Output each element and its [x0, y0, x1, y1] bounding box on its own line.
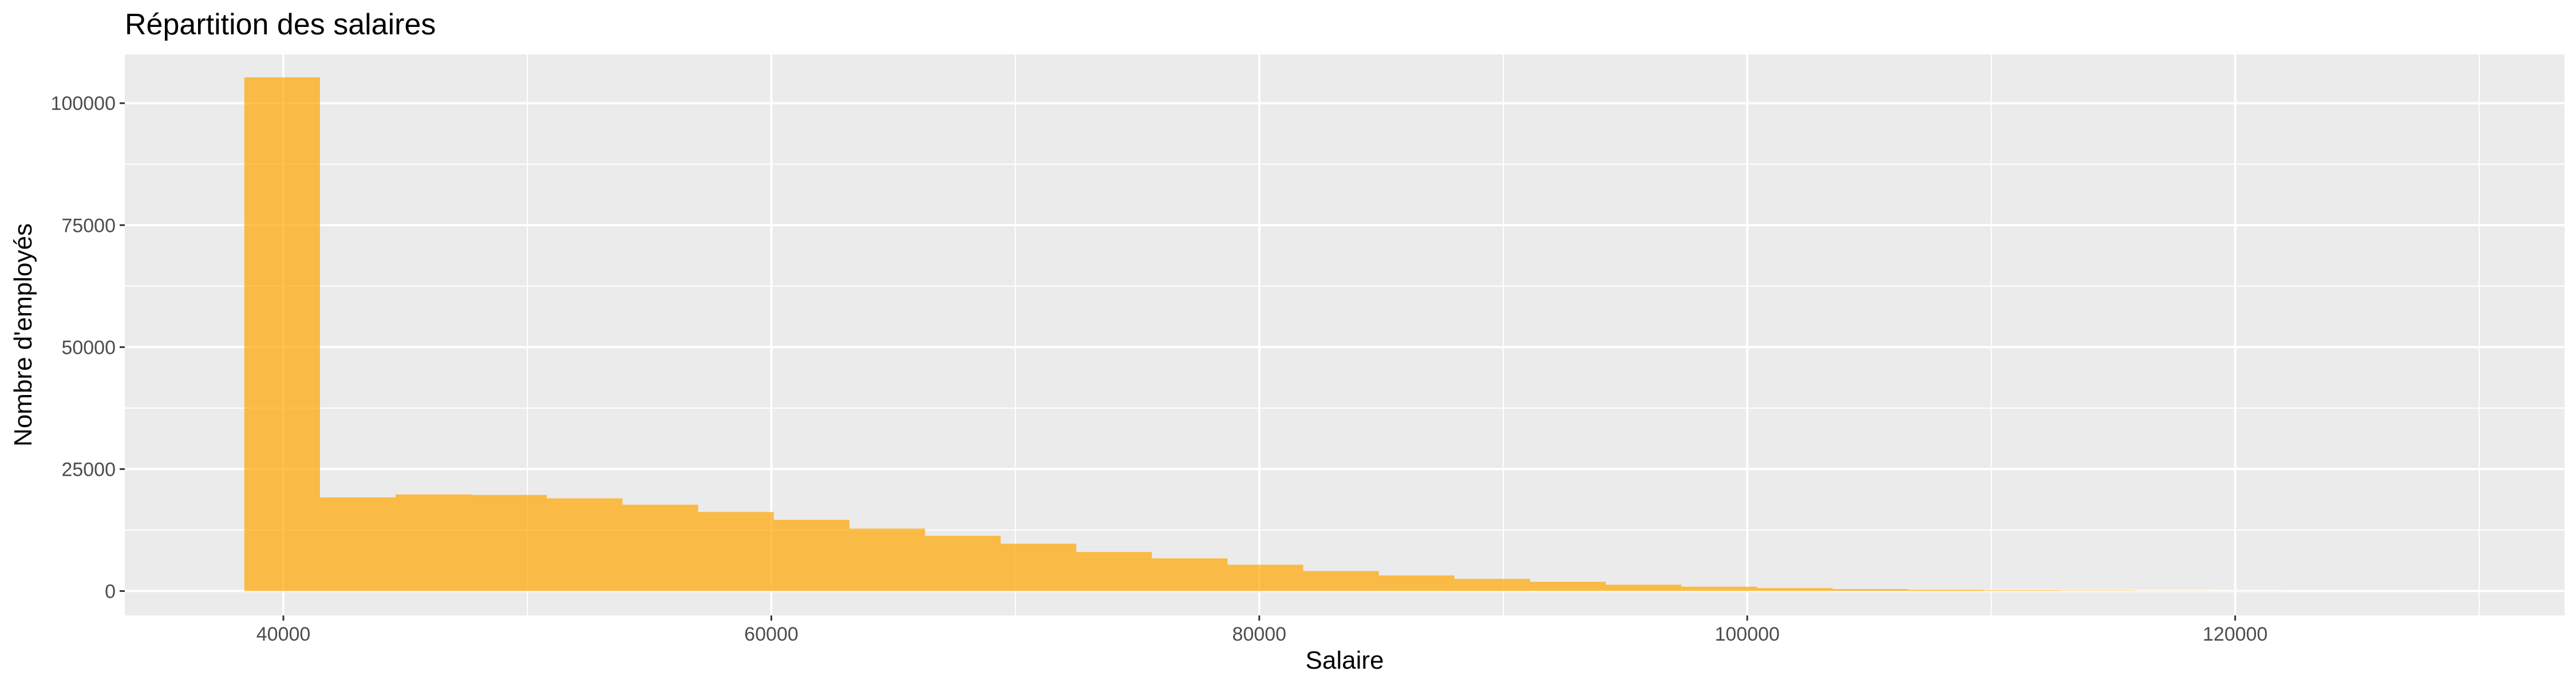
y-tick-label: 75000 — [61, 215, 116, 236]
histogram-bar — [622, 504, 698, 591]
histogram-bar — [1606, 585, 1682, 591]
y-tick-label: 50000 — [61, 337, 116, 358]
grid-minor — [125, 54, 2565, 615]
histogram-bar — [1984, 590, 2060, 591]
y-tick-label: 25000 — [61, 459, 116, 480]
chart-title: Répartition des salaires — [125, 8, 436, 41]
histogram-bar — [1530, 582, 1606, 591]
histogram-bar — [1076, 552, 1152, 591]
histogram-bar — [471, 495, 547, 591]
histogram-bar — [1757, 588, 1833, 591]
histogram-bar — [849, 528, 925, 591]
x-tick-label: 120000 — [2203, 623, 2267, 645]
histogram-bar — [319, 497, 396, 591]
x-axis: 40000 60000 80000 100000 120000 — [256, 615, 2267, 645]
x-axis-title: Salaire — [1306, 646, 1384, 674]
y-tick-label: 100000 — [51, 93, 116, 114]
y-axis: 0 25000 50000 75000 100000 — [51, 93, 125, 602]
x-tick-label: 80000 — [1232, 623, 1287, 645]
x-tick-label: 100000 — [1714, 623, 1779, 645]
histogram-bar — [1152, 558, 1228, 591]
histogram-bar — [244, 77, 320, 591]
x-tick-label: 60000 — [744, 623, 799, 645]
histogram-bar — [547, 498, 623, 591]
histogram-bar — [1454, 579, 1530, 591]
y-axis-title: Nombre d'employés — [9, 223, 37, 447]
histogram-bar — [1908, 590, 1984, 591]
x-tick-label: 40000 — [256, 623, 311, 645]
histogram-bar — [1227, 564, 1303, 591]
histogram-bar — [1303, 571, 1379, 591]
histogram-bar — [924, 536, 1001, 591]
histogram-bar — [396, 494, 472, 591]
histogram-bars — [244, 77, 2514, 591]
histogram-bar — [1378, 575, 1455, 591]
y-tick-label: 0 — [105, 581, 116, 602]
histogram-bar — [1001, 543, 1077, 591]
histogram-bar — [773, 519, 850, 591]
histogram-bar — [698, 512, 774, 591]
histogram-bar — [1832, 589, 1909, 591]
histogram-bar — [1681, 586, 1757, 591]
